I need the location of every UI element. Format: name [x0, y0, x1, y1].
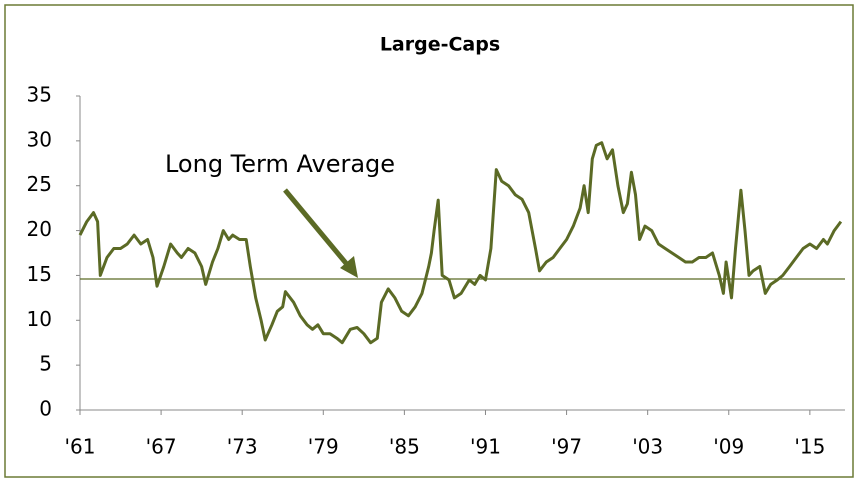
y-tick-label: 10 — [27, 307, 52, 331]
annotation-arrow — [283, 188, 358, 278]
x-tick-label: '79 — [308, 435, 339, 459]
x-tick-label: '67 — [146, 435, 177, 459]
x-tick-label: '09 — [713, 435, 744, 459]
chart-title: Large-Caps — [380, 34, 500, 56]
y-tick-label: 20 — [27, 217, 52, 241]
chart-frame — [4, 4, 854, 478]
x-tick-label: '85 — [389, 435, 420, 459]
x-tick-label: '91 — [470, 435, 501, 459]
annotation: Long Term Average — [165, 150, 395, 178]
x-tick-label: '03 — [632, 435, 663, 459]
x-tick-label: '97 — [551, 435, 582, 459]
y-tick-label: 0 — [39, 397, 52, 421]
y-tick-label: 35 — [27, 83, 52, 107]
y-tick-label: 5 — [39, 352, 52, 376]
y-tick-label: 25 — [27, 172, 52, 196]
data-line — [78, 141, 843, 345]
x-tick-label: '15 — [794, 435, 825, 459]
x-tick-label: '61 — [65, 435, 96, 459]
x-tick-label: '73 — [227, 435, 258, 459]
y-tick-label: 15 — [27, 262, 52, 286]
y-tick-label: 30 — [27, 127, 52, 151]
